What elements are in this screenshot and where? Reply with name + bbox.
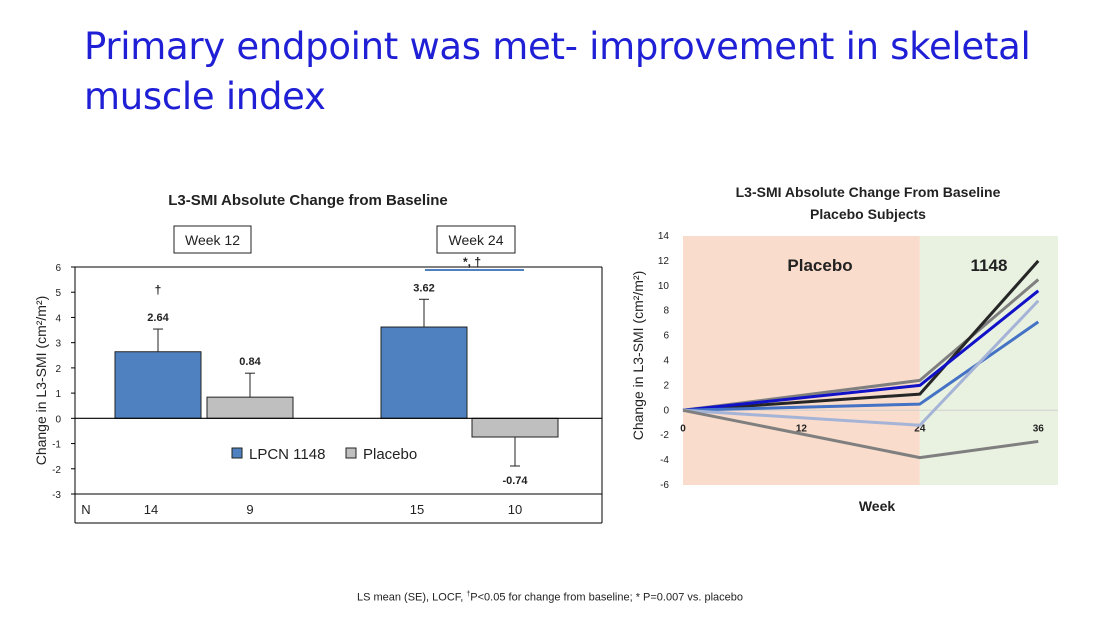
- y-tick-label: 10: [658, 281, 670, 292]
- footnote-dagger: †: [466, 591, 471, 598]
- y-tick-label: 0: [663, 405, 669, 416]
- y-axis-label: Change in L3-SMI (cm²/m²): [630, 271, 646, 441]
- y-tick-label: 6: [663, 331, 669, 342]
- region-placebo: [683, 236, 920, 485]
- legend-swatch-lpcn: [231, 447, 243, 459]
- x-tick-label: 12: [796, 423, 808, 434]
- value-label: -0.74: [502, 475, 528, 487]
- y-tick-label: -1: [52, 440, 61, 451]
- x-tick-label: 0: [680, 423, 686, 434]
- y-tick-label: -4: [660, 455, 669, 466]
- n-value: 14: [144, 502, 158, 517]
- value-label: 3.62: [413, 282, 434, 294]
- y-tick-label: 4: [663, 356, 669, 367]
- series-line-subject-1: [682, 278, 1040, 412]
- y-tick-label: -6: [660, 480, 669, 491]
- dagger-annotation: †: [155, 283, 162, 297]
- y-tick-label: 8: [663, 306, 669, 317]
- series-line-subject-2: [682, 259, 1040, 412]
- bar-chart: L3-SMI Absolute Change from Baseline 2.6…: [33, 192, 603, 524]
- region-label: 1148: [971, 256, 1008, 275]
- n-value: 15: [410, 502, 424, 517]
- y-tick-label: -3: [52, 490, 61, 501]
- line-chart: L3-SMI Absolute Change From Baseline Pla…: [630, 184, 1058, 514]
- bar-lpcn-week12: [114, 351, 202, 419]
- y-axis-label: Change in L3-SMI (cm²/m²): [33, 296, 49, 466]
- legend-swatch-placebo: [345, 447, 357, 459]
- legend-label: LPCN 1148: [249, 446, 325, 463]
- comparison-annotation: *, †: [463, 255, 481, 269]
- bar-placebo-week24: [471, 417, 559, 438]
- y-tick-label: -2: [660, 430, 669, 441]
- series-line-subject-3: [682, 289, 1040, 412]
- bar-chart-title: L3-SMI Absolute Change from Baseline: [168, 192, 448, 209]
- legend-label: Placebo: [363, 446, 417, 463]
- n-label: N: [81, 502, 90, 517]
- bar-lpcn-week24: [380, 326, 468, 419]
- line-chart-title: L3-SMI Absolute Change From Baseline: [736, 184, 1001, 200]
- y-tick-label: 6: [55, 263, 61, 274]
- y-tick-label: -2: [52, 465, 61, 476]
- y-tick-label: 5: [55, 288, 61, 299]
- bar-placebo-week12: [206, 396, 294, 419]
- x-tick-label: 24: [914, 423, 926, 434]
- y-tick-label: 14: [658, 231, 670, 242]
- y-tick-label: 1: [55, 389, 61, 400]
- value-label: 2.64: [147, 312, 169, 324]
- series-line-subject-5: [682, 299, 1040, 427]
- value-label: 0.84: [239, 356, 261, 368]
- series-line-subject-4: [682, 320, 1040, 412]
- group-label: Week 24: [449, 232, 504, 248]
- x-axis-label: Week: [859, 498, 896, 514]
- region-label: Placebo: [787, 256, 852, 275]
- y-tick-label: 12: [658, 256, 670, 267]
- footnote: LS mean (SE), LOCF, †P<0.05 for change f…: [0, 591, 1100, 604]
- n-value: 9: [246, 502, 253, 517]
- y-tick-label: 4: [55, 313, 61, 324]
- y-tick-label: 2: [663, 380, 669, 391]
- footnote-prefix: LS mean (SE), LOCF,: [356, 591, 467, 604]
- slide-title: Primary endpoint was met- improvement in…: [84, 25, 1031, 118]
- line-chart-subtitle: Placebo Subjects: [810, 206, 926, 222]
- n-value: 10: [508, 502, 522, 517]
- series-line-subject-6: [682, 408, 1039, 460]
- y-tick-label: 0: [55, 414, 61, 425]
- footnote-suffix: P<0.05 for change from baseline; * P=0.0…: [470, 591, 744, 604]
- group-box-week12: [173, 225, 252, 254]
- group-label: Week 12: [185, 232, 240, 248]
- y-tick-label: 3: [55, 339, 61, 350]
- y-tick-label: 2: [55, 364, 61, 375]
- x-tick-label: 36: [1033, 423, 1045, 434]
- group-box-week24: [436, 225, 516, 254]
